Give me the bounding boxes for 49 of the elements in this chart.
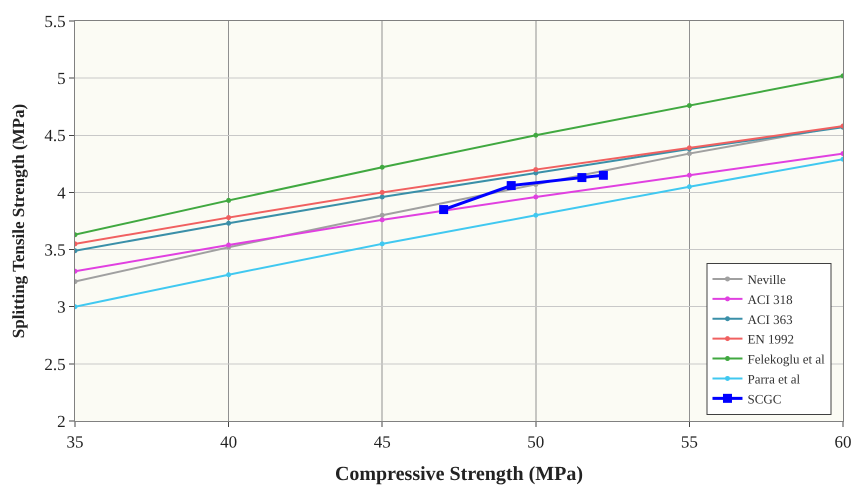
- legend-label: SCGC: [747, 391, 782, 406]
- point: [380, 217, 385, 222]
- y-tick-label: 4: [57, 183, 66, 202]
- y-tick-label: 5.5: [44, 12, 66, 31]
- point: [598, 170, 608, 180]
- y-tick-label: 2: [57, 412, 66, 431]
- x-tick-label: 60: [834, 432, 852, 452]
- point: [380, 241, 385, 246]
- point: [686, 172, 692, 178]
- y-tick-label: 5: [57, 69, 66, 88]
- x-tick-label: 55: [680, 432, 698, 452]
- line-series: [75, 73, 843, 238]
- legend-label: ACI 318: [747, 292, 793, 307]
- legend-label: ACI 363: [747, 312, 793, 327]
- point: [380, 164, 385, 170]
- point: [506, 181, 516, 190]
- point: [686, 151, 692, 156]
- point: [226, 242, 232, 248]
- point: [439, 205, 448, 214]
- point: [533, 194, 538, 200]
- legend-label: Neville: [747, 272, 786, 288]
- y-axis-title: Splitting Tensile Strength (MPa): [8, 104, 28, 338]
- y-tick-label: 3: [57, 298, 66, 317]
- y-tick-label: 2.5: [44, 354, 66, 374]
- point: [226, 198, 232, 203]
- point: [577, 173, 586, 182]
- point: [686, 103, 692, 108]
- point: [686, 184, 692, 190]
- x-axis-title: Compressive Strength (MPa): [334, 462, 584, 485]
- point: [533, 167, 538, 172]
- point: [226, 272, 232, 278]
- point: [533, 132, 538, 138]
- legend-label: Felekoglu et al: [747, 352, 826, 367]
- point: [226, 220, 232, 226]
- y-tick-label: 4.5: [44, 126, 66, 146]
- point: [380, 194, 385, 200]
- x-tick-label: 35: [66, 432, 84, 452]
- point: [380, 190, 385, 195]
- legend-label: EN 1992: [747, 332, 794, 347]
- x-tick-label: 45: [374, 432, 391, 452]
- x-tick-label: 40: [220, 432, 238, 452]
- legend-label: Parra et al: [747, 372, 801, 387]
- x-tick-label: 50: [527, 432, 544, 452]
- point: [226, 215, 232, 220]
- y-tick-label: 3.5: [44, 240, 66, 260]
- point: [380, 212, 385, 218]
- line-series: [75, 151, 843, 274]
- point: [533, 212, 538, 218]
- line-series: [75, 156, 843, 310]
